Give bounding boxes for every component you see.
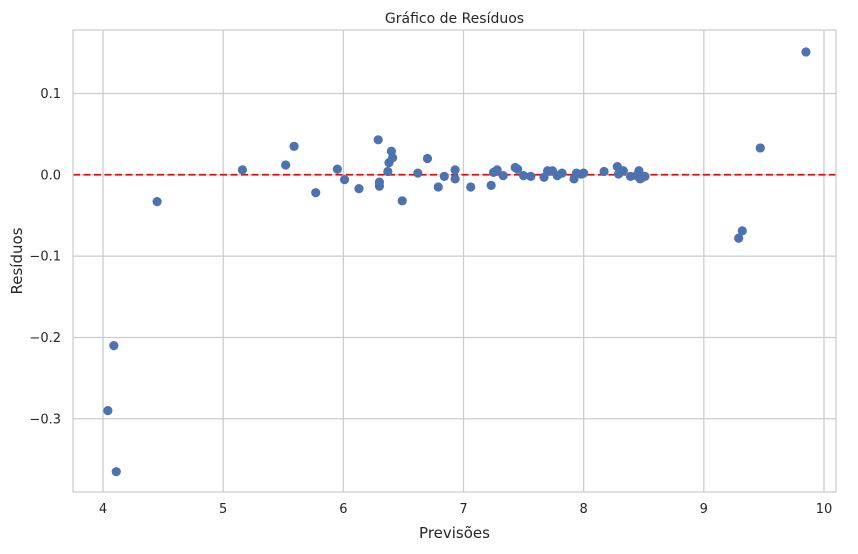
y-tick-label: −0.2 bbox=[29, 331, 61, 346]
y-tick-label: 0.1 bbox=[40, 87, 61, 102]
residual-point bbox=[339, 175, 350, 185]
residual-point bbox=[111, 467, 121, 477]
residual-point bbox=[413, 168, 423, 178]
residual-point bbox=[466, 182, 476, 192]
x-axis-label: Previsões bbox=[419, 524, 490, 542]
x-tick-label: 6 bbox=[339, 502, 347, 517]
residual-point bbox=[512, 164, 523, 174]
residual-point bbox=[281, 160, 291, 170]
residual-point bbox=[237, 165, 248, 175]
x-tick-label: 4 bbox=[99, 502, 107, 517]
residual-point bbox=[311, 188, 321, 198]
plot-area bbox=[73, 30, 836, 492]
x-tick-labels: 4 5 6 7 8 9 10 bbox=[99, 502, 832, 517]
plot-frame bbox=[72, 29, 837, 493]
residual-point bbox=[755, 143, 765, 153]
residual-point bbox=[518, 170, 529, 181]
residual-point bbox=[450, 174, 460, 184]
residual-point bbox=[373, 135, 383, 145]
residual-point bbox=[152, 197, 162, 207]
residual-point bbox=[526, 171, 536, 182]
x-tick-label: 9 bbox=[700, 502, 708, 517]
x-tick-label: 10 bbox=[816, 502, 833, 517]
residual-point bbox=[640, 171, 650, 182]
residual-point bbox=[486, 180, 496, 190]
residual-point bbox=[492, 165, 502, 175]
y-tick-label: −0.3 bbox=[29, 412, 61, 427]
residual-point bbox=[422, 153, 433, 164]
residual-point bbox=[332, 164, 342, 174]
residual-point bbox=[599, 166, 609, 177]
scatter-points bbox=[103, 47, 811, 477]
y-axis-label: Resíduos bbox=[8, 227, 26, 294]
x-tick-label: 7 bbox=[459, 502, 467, 517]
x-tick-label: 8 bbox=[580, 502, 588, 517]
residual-point bbox=[109, 340, 119, 351]
residual-point bbox=[397, 196, 407, 206]
residual-point bbox=[557, 168, 567, 178]
y-tick-label: −0.1 bbox=[29, 250, 61, 265]
y-tick-label: 0.0 bbox=[40, 168, 61, 183]
residual-point bbox=[383, 166, 393, 177]
residual-point bbox=[801, 47, 811, 57]
residual-point bbox=[388, 153, 398, 163]
residual-point bbox=[374, 181, 385, 191]
residual-point bbox=[433, 182, 443, 192]
residual-point bbox=[737, 226, 747, 236]
y-tick-labels: 0.1 0.0 −0.1 −0.2 −0.3 bbox=[29, 87, 61, 427]
residual-point bbox=[354, 184, 364, 194]
residual-point bbox=[289, 141, 299, 151]
residual-point bbox=[103, 406, 113, 416]
residual-point bbox=[734, 233, 744, 243]
residual-point bbox=[450, 165, 460, 175]
residual-point bbox=[579, 168, 589, 178]
residual-point bbox=[498, 170, 508, 181]
residual-point bbox=[618, 166, 628, 176]
x-tick-label: 5 bbox=[219, 502, 227, 517]
chart-title: Gráfico de Resíduos bbox=[385, 11, 524, 27]
residual-point bbox=[439, 171, 449, 182]
